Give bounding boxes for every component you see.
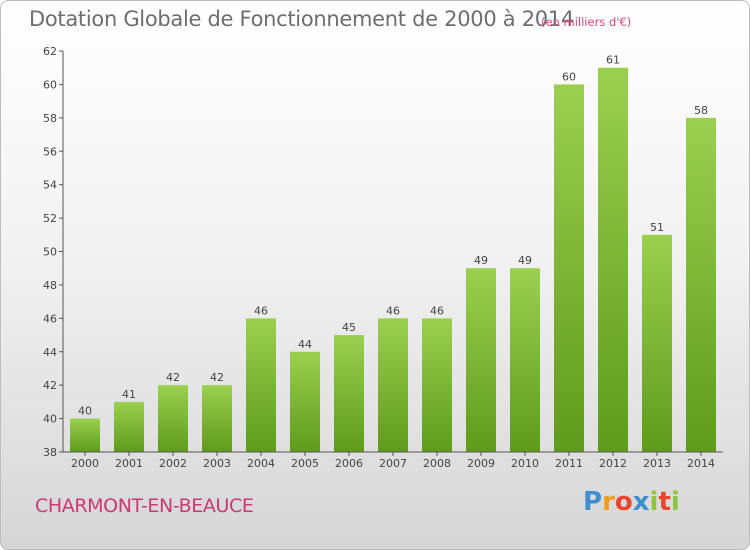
bar-value-label: 42 <box>210 371 224 384</box>
x-tick-label: 2013 <box>643 457 671 470</box>
bar-value-label: 58 <box>694 104 708 117</box>
bar <box>686 117 716 452</box>
bar <box>246 318 276 452</box>
bar-value-label: 42 <box>166 371 180 384</box>
bar-value-label: 61 <box>606 54 620 67</box>
logo-letter: t <box>658 487 671 517</box>
commune-name: CHARMONT-EN-BEAUCE <box>35 495 254 517</box>
logo-letter: P <box>583 487 603 517</box>
bar <box>202 385 232 452</box>
bar <box>554 84 584 453</box>
bar-value-label: 40 <box>78 405 92 418</box>
chart-title: Dotation Globale de Fonctionnement de 20… <box>29 7 574 31</box>
y-axis: 38 40 42 44 46 48 50 52 54 56 58 60 62 <box>43 45 64 459</box>
y-tick-label: 62 <box>43 45 57 58</box>
logo-letter: i <box>670 487 680 517</box>
x-tick-label: 2004 <box>247 457 275 470</box>
y-tick-label: 58 <box>43 112 57 125</box>
bar <box>422 318 452 452</box>
x-tick-label: 2010 <box>511 457 539 470</box>
y-tick-label: 40 <box>43 413 57 426</box>
x-tick-label: 2000 <box>71 457 99 470</box>
logo-letter: r <box>602 487 615 517</box>
bar-value-label: 46 <box>430 304 444 317</box>
logo-letter: o <box>614 487 633 517</box>
y-tick-label: 50 <box>43 246 57 259</box>
bar-value-label: 44 <box>298 338 312 351</box>
bar <box>466 268 496 452</box>
bar-value-label: 49 <box>518 254 532 267</box>
bar <box>334 335 364 452</box>
bar-value-label: 49 <box>474 254 488 267</box>
logo-letter: x <box>632 487 650 517</box>
bar <box>70 418 100 452</box>
x-tick-label: 2011 <box>555 457 583 470</box>
x-tick-label: 2005 <box>291 457 319 470</box>
x-tick-label: 2012 <box>599 457 627 470</box>
x-tick-label: 2009 <box>467 457 495 470</box>
x-tick-label: 2001 <box>115 457 143 470</box>
bar <box>114 401 144 452</box>
y-tick-label: 48 <box>43 279 57 292</box>
bars: 40 41 42 42 46 44 45 46 46 49 49 60 61 51 58 <box>70 54 716 453</box>
x-tick-label: 2007 <box>379 457 407 470</box>
bar-value-label: 46 <box>386 304 400 317</box>
y-tick-label: 54 <box>43 179 57 192</box>
bar <box>510 268 540 452</box>
logo-letter: i <box>649 487 659 517</box>
x-tick-label: 2014 <box>687 457 715 470</box>
bar <box>598 67 628 452</box>
y-tick-label: 56 <box>43 145 57 158</box>
y-tick-label: 46 <box>43 312 57 325</box>
bar <box>378 318 408 452</box>
y-tick-label: 52 <box>43 212 57 225</box>
chart-unit: (en milliers d'€) <box>541 15 632 29</box>
bar-value-label: 51 <box>650 221 664 234</box>
y-tick-label: 44 <box>43 346 57 359</box>
x-tick-label: 2003 <box>203 457 231 470</box>
bar-value-label: 46 <box>254 304 268 317</box>
bar <box>642 234 672 452</box>
x-axis: 2000 2001 2002 2003 2004 2005 2006 2007 2008 2009… <box>63 451 723 470</box>
x-tick-label: 2008 <box>423 457 451 470</box>
y-tick-label: 38 <box>43 446 57 459</box>
x-tick-label: 2006 <box>335 457 363 470</box>
y-tick-label: 42 <box>43 379 57 392</box>
bar-value-label: 45 <box>342 321 356 334</box>
bar-value-label: 41 <box>122 388 136 401</box>
bar <box>158 385 188 452</box>
bar <box>290 351 320 452</box>
bar-value-label: 60 <box>562 70 576 83</box>
y-tick-label: 60 <box>43 78 57 91</box>
x-tick-label: 2002 <box>159 457 187 470</box>
proxiti-logo: Proxiti <box>583 487 680 517</box>
